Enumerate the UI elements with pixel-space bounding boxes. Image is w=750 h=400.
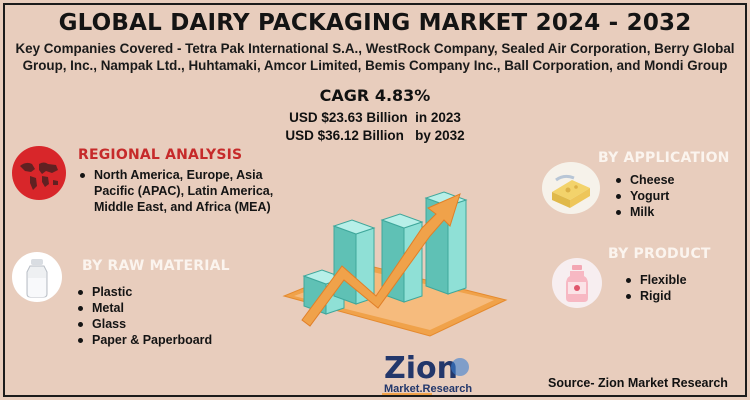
- list-item: Rigid: [624, 288, 734, 304]
- list-item: North America, Europe, Asia Pacific (APA…: [78, 167, 288, 215]
- list-item: Cheese: [614, 172, 734, 188]
- product-title: BY PRODUCT: [608, 246, 711, 262]
- regional-list: North America, Europe, Asia Pacific (APA…: [78, 167, 288, 215]
- logo-text-zion: Zion: [384, 351, 458, 386]
- raw-material-title: BY RAW MATERIAL: [82, 258, 230, 274]
- list-item: Yogurt: [614, 188, 734, 204]
- raw-material-list: Plastic Metal Glass Paper & Paperboard: [76, 284, 276, 348]
- zion-logo: Zion Market.Research: [378, 348, 490, 396]
- logo-text-market-research: Market.Research: [384, 383, 472, 395]
- application-list: Cheese Yogurt Milk: [614, 172, 734, 220]
- market-value-2032: USD $36.12 Billion by 2032: [285, 128, 465, 143]
- key-companies-text: Key Companies Covered - Tetra Pak Intern…: [15, 41, 735, 73]
- application-title: BY APPLICATION: [598, 150, 730, 166]
- product-list: Flexible Rigid: [624, 272, 734, 304]
- list-item: Metal: [76, 300, 276, 316]
- list-item: Milk: [614, 204, 734, 220]
- world-map-icon: [12, 146, 66, 200]
- source-text: Source- Zion Market Research: [548, 376, 728, 390]
- page-title: GLOBAL DAIRY PACKAGING MARKET 2024 - 203…: [58, 10, 692, 36]
- regional-analysis-title: REGIONAL ANALYSIS: [78, 147, 243, 163]
- growth-chart-illustration: [282, 191, 508, 337]
- milk-bottle-icon: [12, 252, 62, 302]
- list-item: Glass: [76, 316, 276, 332]
- border-frame: [3, 3, 747, 397]
- cheese-icon: [542, 162, 600, 214]
- yogurt-bottle-icon: [552, 258, 602, 308]
- list-item: Plastic: [76, 284, 276, 300]
- list-item: Paper & Paperboard: [76, 332, 276, 348]
- cagr-value: CAGR 4.83%: [319, 86, 431, 105]
- list-item: Flexible: [624, 272, 734, 288]
- market-value-2023: USD $23.63 Billion in 2023: [289, 110, 461, 125]
